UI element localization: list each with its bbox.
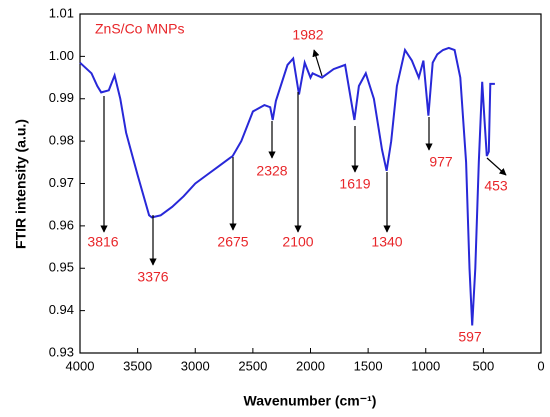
x-tick-label: 1000 [411, 358, 440, 373]
annotation: 3376 [137, 269, 168, 285]
annotation: 1340 [371, 234, 402, 250]
annotation: 453 [484, 178, 508, 194]
y-tick-label: 0.94 [49, 302, 74, 317]
y-axis-title: FTIR intensity (a.u.) [13, 119, 29, 249]
spectrum-line [79, 46, 495, 326]
y-tick-label: 1.01 [49, 5, 74, 20]
y-tick-label: 0.99 [49, 90, 74, 105]
annotation: 1982 [292, 27, 323, 43]
x-tick-label: 4000 [66, 358, 95, 373]
x-tick-label: 3000 [181, 358, 210, 373]
y-tick-label: 0.96 [49, 217, 74, 232]
annotation: 2100 [282, 234, 313, 250]
y-tick-label: 0.98 [49, 133, 74, 148]
x-tick-label: 500 [473, 358, 495, 373]
x-tick-label: 2000 [296, 358, 325, 373]
annotation: 2675 [217, 234, 248, 250]
x-axis-title: Wavenumber (cm⁻¹) [244, 393, 377, 409]
annotation: 1619 [339, 176, 370, 192]
y-tick-label: 0.93 [49, 344, 74, 359]
x-tick-label: 0 [537, 358, 544, 373]
y-tick-label: 0.95 [49, 260, 74, 275]
annotation-arrow [312, 49, 323, 77]
annotation: 597 [458, 329, 482, 345]
y-tick-label: 0.97 [49, 175, 74, 190]
y-tick-label: 1.00 [49, 48, 74, 63]
annotation: 2328 [256, 163, 287, 179]
x-tick-label: 1500 [354, 358, 383, 373]
annotation: 3816 [87, 234, 118, 250]
annotation-arrow [486, 157, 507, 176]
x-tick-label: 2500 [238, 358, 267, 373]
legend-label: ZnS/Co MNPs [95, 21, 184, 37]
annotation: 977 [429, 154, 453, 170]
x-tick-label: 3500 [123, 358, 152, 373]
